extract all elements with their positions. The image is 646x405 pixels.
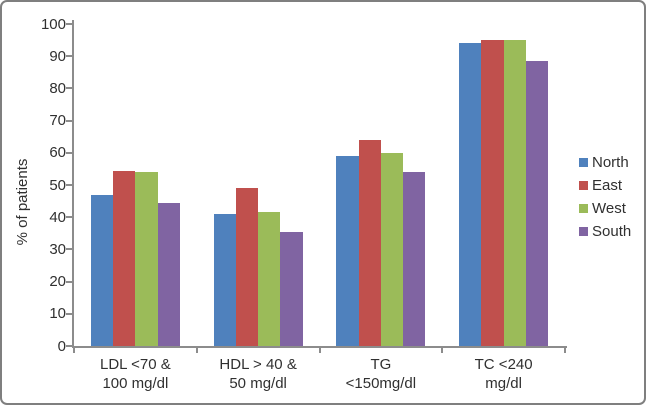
y-tick-mark bbox=[66, 248, 72, 251]
y-tick-mark bbox=[66, 312, 72, 315]
y-tick-label: 60 bbox=[49, 144, 66, 162]
legend-marker bbox=[579, 181, 588, 190]
bar bbox=[113, 170, 136, 346]
y-tick-mark bbox=[66, 87, 72, 90]
x-tick-mark bbox=[195, 348, 198, 353]
bar bbox=[280, 231, 303, 346]
legend-item: North bbox=[579, 151, 631, 174]
y-tick-label: 0 bbox=[57, 337, 66, 355]
category-label: TC <240 mg/dl bbox=[474, 356, 533, 392]
y-tick-mark bbox=[66, 55, 72, 58]
y-tick-label: 100 bbox=[40, 15, 66, 33]
bar bbox=[135, 172, 158, 346]
y-tick-label: 80 bbox=[49, 79, 66, 97]
bar bbox=[380, 152, 404, 346]
y-tick-mark bbox=[66, 151, 72, 154]
y-tick-mark bbox=[66, 216, 72, 219]
bar bbox=[336, 156, 359, 346]
y-tick-label: 90 bbox=[49, 47, 66, 65]
x-tick-mark bbox=[318, 348, 321, 353]
bar bbox=[157, 202, 180, 346]
x-tick-mark bbox=[73, 348, 75, 353]
y-tick-mark bbox=[66, 184, 72, 186]
y-tick-mark bbox=[66, 23, 72, 25]
legend-label: North bbox=[592, 154, 629, 171]
legend: North East West South bbox=[579, 151, 631, 243]
legend-label: West bbox=[592, 200, 626, 217]
bar bbox=[90, 194, 114, 346]
y-tick-label: 50 bbox=[49, 176, 66, 194]
y-tick-label: 70 bbox=[49, 112, 66, 130]
bar bbox=[213, 213, 236, 346]
y-tick-mark bbox=[66, 345, 72, 347]
bar bbox=[481, 40, 504, 346]
legend-item: East bbox=[579, 174, 631, 197]
category-label: TG <150mg/dl bbox=[345, 356, 417, 392]
y-tick-mark bbox=[66, 280, 72, 283]
legend-label: East bbox=[592, 177, 623, 194]
legend-label: South bbox=[592, 223, 632, 240]
y-tick-label: 30 bbox=[49, 240, 66, 258]
y-tick-label: 20 bbox=[49, 273, 66, 291]
legend-marker bbox=[579, 227, 588, 236]
x-tick-mark bbox=[441, 348, 444, 353]
bar bbox=[235, 188, 259, 346]
y-tick-label: 10 bbox=[49, 305, 66, 323]
y-tick-label: 40 bbox=[49, 208, 66, 226]
bar bbox=[258, 212, 281, 346]
legend-item: South bbox=[579, 220, 631, 243]
legend-marker bbox=[579, 204, 588, 213]
bar bbox=[459, 43, 482, 346]
bar bbox=[503, 40, 526, 346]
x-tick-mark bbox=[564, 348, 566, 353]
category-label: LDL <70 & 100 mg/dl bbox=[100, 356, 171, 392]
y-tick-mark bbox=[66, 119, 72, 122]
bar bbox=[403, 172, 426, 346]
bar bbox=[358, 139, 381, 346]
legend-marker bbox=[579, 158, 588, 167]
bar bbox=[525, 61, 549, 346]
category-label: HDL > 40 & 50 mg/dl bbox=[219, 356, 297, 392]
y-axis-line bbox=[72, 20, 74, 348]
legend-item: West bbox=[579, 197, 631, 220]
x-axis-line bbox=[72, 346, 567, 348]
